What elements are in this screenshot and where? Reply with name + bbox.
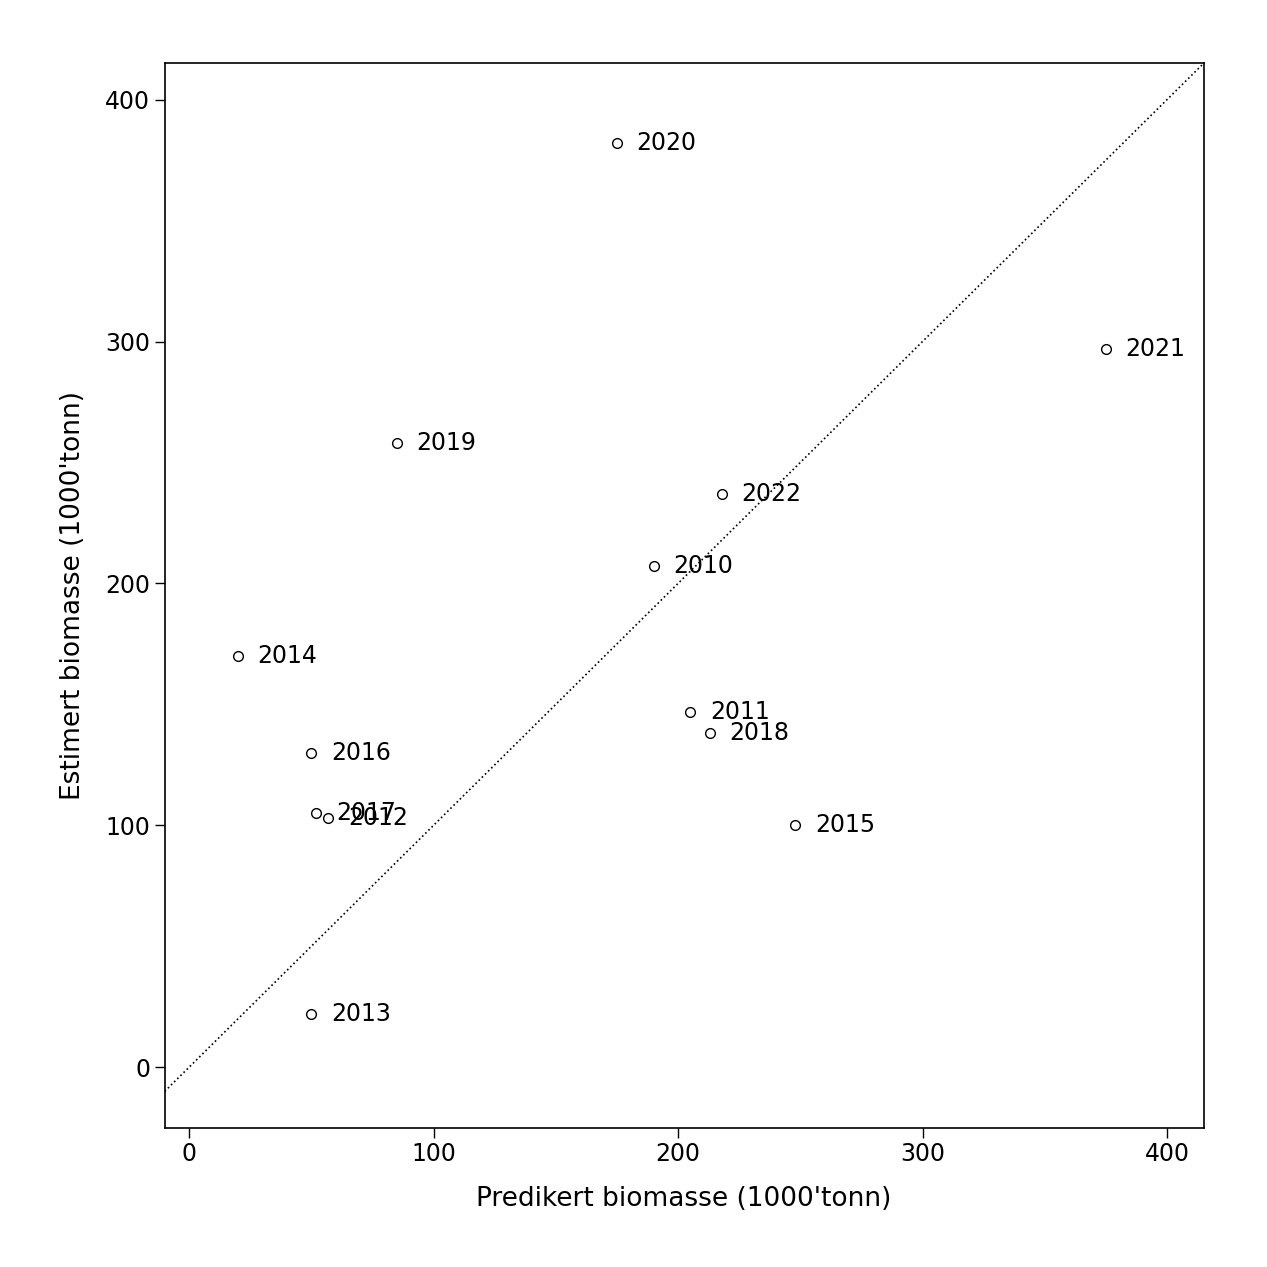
Point <box>1096 338 1116 359</box>
Point <box>302 742 322 763</box>
Text: 2012: 2012 <box>348 806 408 830</box>
Text: 2010: 2010 <box>673 555 734 579</box>
Point <box>644 556 664 576</box>
Point <box>228 646 248 666</box>
Point <box>386 433 407 454</box>
Text: 2021: 2021 <box>1125 337 1186 361</box>
Text: 2017: 2017 <box>336 801 395 825</box>
Point <box>699 723 720 744</box>
Text: 2011: 2011 <box>710 699 769 723</box>
Point <box>318 808 338 829</box>
X-axis label: Predikert biomasse (1000'tonn): Predikert biomasse (1000'tonn) <box>476 1186 892 1211</box>
Text: 2019: 2019 <box>417 431 476 455</box>
Point <box>786 815 806 835</box>
Point <box>712 484 732 504</box>
Text: 2016: 2016 <box>331 741 390 765</box>
Point <box>607 133 627 153</box>
Text: 2013: 2013 <box>331 1002 390 1026</box>
Point <box>307 803 327 824</box>
Text: 2015: 2015 <box>815 813 875 837</box>
Point <box>680 702 701 722</box>
Text: 2020: 2020 <box>636 132 697 155</box>
Y-axis label: Estimert biomasse (1000'tonn): Estimert biomasse (1000'tonn) <box>60 392 86 799</box>
Text: 2018: 2018 <box>730 721 789 745</box>
Point <box>302 1003 322 1024</box>
Text: 2022: 2022 <box>741 481 802 506</box>
Text: 2014: 2014 <box>257 644 318 668</box>
